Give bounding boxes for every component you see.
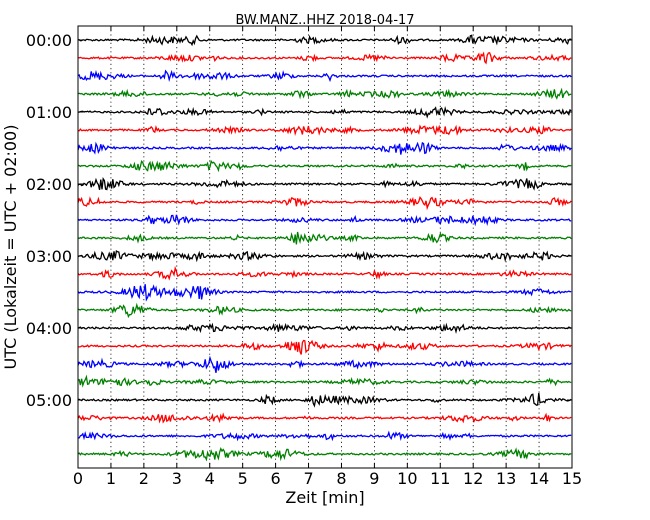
x-tick-label: 14 [529,469,549,488]
trace-0145 [77,159,572,173]
x-tick-label: 11 [430,469,450,488]
x-tick-label: 5 [238,469,248,488]
trace-0015 [77,51,572,65]
trace-0545 [77,446,572,462]
x-tick-label: 7 [303,469,313,488]
trace-0330 [77,284,572,302]
y-tick-label: 03:00 [26,247,72,266]
trace-0215 [77,196,572,211]
x-axis-label: Zeit [min] [285,488,364,507]
y-tick-label: 01:00 [26,103,72,122]
trace-0300 [77,249,572,263]
x-tick-label: 2 [139,469,149,488]
x-tick-label: 13 [496,469,516,488]
x-tick-label: 10 [397,469,417,488]
trace-0230 [77,214,572,227]
x-tick-label: 6 [271,469,281,488]
trace-0515 [77,412,572,424]
trace-0430 [77,355,572,373]
y-tick-label: 02:00 [26,175,72,194]
x-tick-label: 12 [463,469,483,488]
trace-0115 [77,124,572,137]
trace-0130 [77,141,572,155]
y-tick-label: 04:00 [26,319,72,338]
x-tick-label: 15 [562,469,582,488]
trace-group [77,34,572,462]
x-tick-label: 8 [336,469,346,488]
x-tick-label: 4 [205,469,215,488]
plot-frame [77,25,573,469]
chart-title: BW.MANZ..HHZ 2018-04-17 [235,13,414,28]
trace-0045 [77,87,572,100]
trace-0400 [77,322,572,334]
trace-0200 [77,176,572,191]
trace-0000 [77,34,572,47]
y-tick-label: 00:00 [26,31,72,50]
x-tick-label: 1 [106,469,116,488]
trace-0500 [77,392,572,408]
y-tick-label: 05:00 [26,391,72,410]
trace-0415 [77,339,572,355]
trace-0245 [77,231,572,245]
x-tick-label: 3 [172,469,182,488]
y-axis-label: UTC (Lokalzeit = UTC + 02:00) [1,125,20,370]
trace-0100 [77,105,572,119]
trace-0315 [77,265,572,281]
x-tick-label: 0 [73,469,83,488]
trace-0445 [77,374,572,388]
trace-0530 [77,430,572,442]
x-tick-label: 9 [369,469,379,488]
trace-0345 [77,302,572,319]
axis-ticks: 0 1 2 3 4 5 6 7 8 9 10 11 12 13 14 1500:0001:0002:0003:… [26,26,582,488]
trace-0030 [77,69,572,83]
